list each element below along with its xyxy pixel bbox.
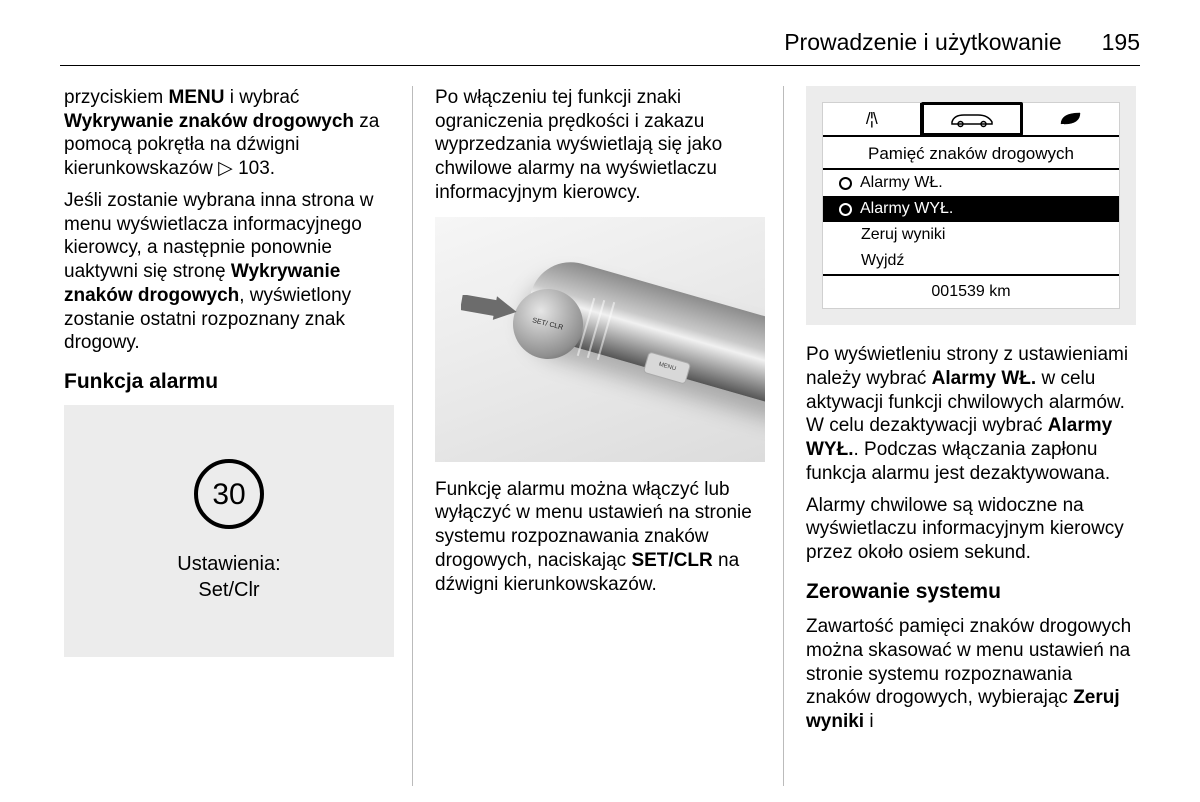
menu-item-alarms-on: Alarmy WŁ. [823, 170, 1119, 196]
tab-eco-icon [1022, 103, 1119, 135]
radio-icon [839, 177, 852, 190]
cross-reference: ▷ 103. [218, 158, 275, 179]
menu-item-reset: Zeruj wyniki [823, 222, 1119, 248]
driver-display-illustration: 30 Ustawienia: Set/Clr [64, 405, 394, 657]
col3-paragraph-3: Zawartość pamięci znaków drogowych można… [806, 615, 1136, 734]
content-columns: przyciskiem MENU i wybrać Wykrywanie zna… [60, 86, 1140, 786]
column-2: Po włączeniu tej funkcji znaki ogranicze… [431, 86, 784, 786]
page-number: 195 [1102, 28, 1140, 57]
menu-screen-illustration: /¦\ Pamięć znaków drogowych [806, 86, 1136, 325]
menu-tabs: /¦\ [823, 103, 1119, 137]
indicator-stalk-illustration: SET/ CLR MENU [435, 217, 765, 462]
radio-icon [839, 203, 852, 216]
menu-item-alarms-off-selected: Alarmy WYŁ. [823, 196, 1119, 222]
leaf-icon [1058, 110, 1084, 128]
tab-vehicle-icon [921, 102, 1024, 136]
col2-paragraph-2: Funkcję alarmu można włączyć lub wyłączy… [435, 478, 765, 597]
col1-paragraph-1: przyciskiem MENU i wybrać Wykrywanie zna… [64, 86, 394, 181]
car-icon [948, 110, 996, 128]
alarm-function-heading: Funkcja alarmu [64, 369, 394, 395]
tab-lane-icon: /¦\ [823, 103, 922, 135]
speed-limit-sign-icon: 30 [194, 459, 264, 529]
col2-paragraph-1: Po włączeniu tej funkcji znaki ogranicze… [435, 86, 765, 205]
column-1: przyciskiem MENU i wybrać Wykrywanie zna… [60, 86, 413, 786]
set-clr-label: SET/ CLR [532, 316, 564, 330]
col1-paragraph-2: Jeśli zostanie wybrana inna strona w men… [64, 189, 394, 355]
menu-title: Pamięć znaków drogowych [823, 137, 1119, 170]
column-3: /¦\ Pamięć znaków drogowych [802, 86, 1140, 786]
page-header: Prowadzenie i użytkowanie 195 [60, 28, 1140, 66]
menu-item-exit: Wyjdź [823, 248, 1119, 274]
arrow-icon [461, 295, 517, 329]
system-reset-heading: Zerowanie systemu [806, 579, 1136, 605]
lane-icon: /¦\ [866, 108, 877, 129]
display-caption: Ustawienia: Set/Clr [177, 551, 280, 603]
odometer-value: 001539 km [823, 274, 1119, 308]
chapter-title: Prowadzenie i użytkowanie [784, 28, 1061, 57]
col3-paragraph-2: Alarmy chwilowe są widoczne na wyświetla… [806, 494, 1136, 565]
col3-paragraph-1: Po wyświetleniu strony z ustawieniami na… [806, 343, 1136, 486]
